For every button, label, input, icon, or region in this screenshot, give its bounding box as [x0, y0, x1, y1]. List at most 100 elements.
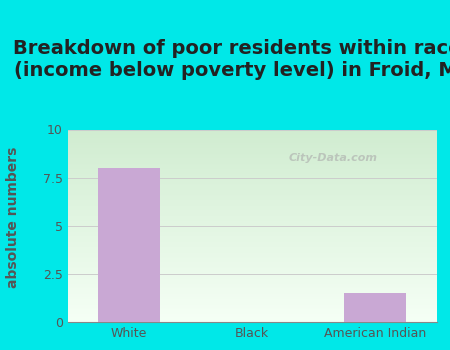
Bar: [68, 317, 436, 318]
Bar: [68, 196, 436, 197]
Bar: [68, 141, 436, 142]
Bar: [68, 210, 436, 211]
Bar: [68, 186, 436, 187]
Bar: [68, 273, 436, 274]
Bar: [68, 134, 436, 135]
Bar: [68, 294, 436, 295]
Bar: [68, 195, 436, 196]
Bar: [68, 171, 436, 172]
Bar: [68, 312, 436, 313]
Text: Breakdown of poor residents within races
(income below poverty level) in Froid, : Breakdown of poor residents within races…: [13, 39, 450, 80]
Bar: [68, 136, 436, 137]
Bar: [68, 225, 436, 226]
Bar: [68, 181, 436, 182]
Bar: [68, 231, 436, 232]
Bar: [68, 208, 436, 209]
Bar: [68, 260, 436, 261]
Bar: [68, 306, 436, 307]
Bar: [68, 254, 436, 255]
Bar: [68, 316, 436, 317]
Bar: [68, 256, 436, 257]
Bar: [68, 291, 436, 292]
Bar: [68, 135, 436, 136]
Bar: [68, 271, 436, 272]
Bar: [68, 282, 436, 284]
Bar: [68, 226, 436, 227]
Bar: [68, 241, 436, 242]
Bar: [68, 143, 436, 144]
Bar: [68, 230, 436, 231]
Bar: [68, 253, 436, 254]
Bar: [68, 162, 436, 163]
Bar: [68, 152, 436, 153]
Bar: [68, 263, 436, 264]
Bar: [68, 159, 436, 160]
Bar: [68, 300, 436, 301]
Bar: [68, 175, 436, 176]
Bar: [68, 286, 436, 287]
Bar: [68, 158, 436, 159]
Bar: [68, 218, 436, 219]
Bar: [68, 296, 436, 297]
Bar: [68, 208, 436, 209]
Bar: [68, 199, 436, 200]
Bar: [68, 249, 436, 250]
Bar: [68, 132, 436, 133]
Bar: [68, 279, 436, 280]
Bar: [68, 142, 436, 143]
Bar: [68, 137, 436, 138]
Bar: [68, 270, 436, 271]
Bar: [68, 194, 436, 195]
Bar: [68, 183, 436, 184]
Bar: [68, 297, 436, 298]
Bar: [68, 154, 436, 155]
Bar: [68, 182, 436, 183]
Bar: [68, 248, 436, 249]
Bar: [68, 161, 436, 162]
Bar: [68, 232, 436, 233]
Bar: [68, 288, 436, 289]
Bar: [68, 155, 436, 156]
Bar: [68, 200, 436, 201]
Bar: [68, 301, 436, 302]
Bar: [68, 277, 436, 278]
Bar: [68, 211, 436, 212]
Bar: [68, 149, 436, 150]
Bar: [68, 176, 436, 177]
Bar: [68, 274, 436, 275]
Bar: [68, 220, 436, 221]
Bar: [68, 261, 436, 262]
Bar: [68, 144, 436, 145]
Bar: [68, 201, 436, 202]
Bar: [68, 190, 436, 191]
Bar: [68, 289, 436, 290]
Bar: [68, 174, 436, 175]
Bar: [68, 215, 436, 216]
Bar: [68, 233, 436, 235]
Bar: [68, 156, 436, 158]
Bar: [68, 184, 436, 186]
Bar: [68, 178, 436, 180]
Bar: [68, 150, 436, 152]
Bar: [68, 281, 436, 282]
Bar: [68, 285, 436, 286]
Bar: [68, 309, 436, 310]
Bar: [68, 192, 436, 193]
Bar: [68, 216, 436, 217]
Bar: [68, 258, 436, 259]
Bar: [68, 172, 436, 173]
Bar: [68, 170, 436, 171]
Bar: [68, 206, 436, 208]
Bar: [68, 180, 436, 181]
Bar: [68, 191, 436, 192]
Bar: [68, 205, 436, 206]
Bar: [68, 234, 436, 235]
Bar: [68, 148, 436, 149]
Bar: [68, 235, 436, 236]
Text: City-Data.com: City-Data.com: [289, 153, 378, 163]
Bar: [68, 307, 436, 308]
Bar: [68, 298, 436, 299]
Bar: [68, 168, 436, 169]
Bar: [68, 140, 436, 141]
Bar: [68, 251, 436, 252]
